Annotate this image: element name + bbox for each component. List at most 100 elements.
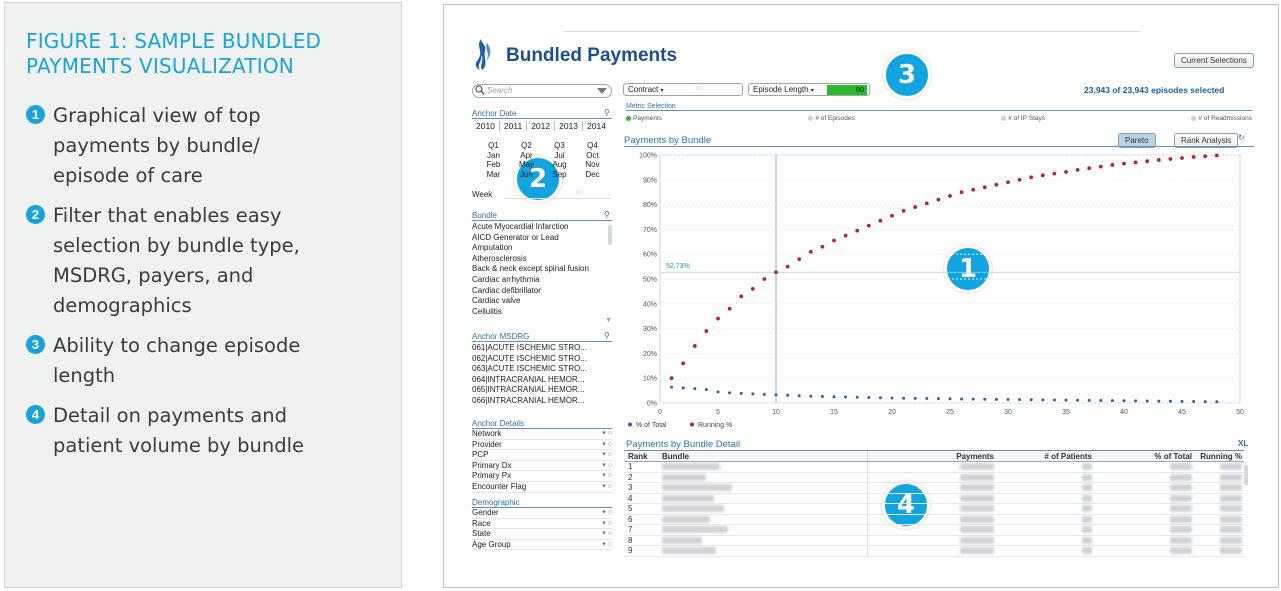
filter-dropdown-icon: ▾ (602, 430, 608, 437)
search-dropdown-icon[interactable] (597, 88, 607, 94)
metric-option[interactable]: # of IP Stays (1001, 115, 1045, 122)
msdrg-search-icon[interactable]: ⚲ (604, 331, 610, 340)
year-option[interactable]: 2012 (527, 121, 556, 131)
percent-total-point (994, 397, 998, 401)
episode-length-value[interactable]: 90 (827, 85, 867, 95)
month-option[interactable]: Jan (487, 150, 500, 160)
bundle-scroll-down-icon[interactable]: ▼ (605, 317, 612, 325)
year-option[interactable]: 2013 (555, 121, 584, 131)
filter-row[interactable]: Age Group ▾ ○ (472, 540, 612, 551)
bundle-list-item[interactable]: Amputation (472, 243, 513, 253)
table-header-cell[interactable]: Running % (1200, 452, 1242, 461)
table-row[interactable]: 2 (624, 472, 1244, 483)
msdrg-list-item[interactable]: 066|INTRACRANIAL HEMOR... (472, 395, 585, 405)
filter-row[interactable]: Race ▾ ○ (472, 519, 612, 530)
table-header: Rank Bundle Payments # of Patients % of Tota… (624, 451, 1244, 462)
filter-row-controls: ▾ ○ (602, 461, 612, 471)
month-option[interactable]: Dec (585, 169, 600, 179)
filter-row[interactable]: Network ▾ ○ (472, 429, 612, 440)
month-option[interactable]: Apr (520, 150, 533, 160)
percent-total-point (1087, 398, 1091, 402)
filter-row[interactable]: PCP ▾ ○ (472, 450, 612, 461)
quarter-option[interactable]: Q2 (521, 141, 532, 150)
table-row[interactable]: 7 (624, 525, 1244, 536)
msdrg-list-item[interactable]: 064|INTRACRANIAL HEMOR... (472, 374, 585, 384)
bundle-search-icon[interactable]: ⚲ (604, 210, 610, 219)
metric-option[interactable]: # of Episodes (808, 115, 855, 122)
filter-row[interactable]: Primary Dx ▾ ○ (472, 461, 612, 472)
bundle-list-item[interactable]: Back & neck except spinal fusion (472, 264, 589, 274)
filter-row[interactable]: Encounter Flag ▾ ○ (472, 482, 612, 493)
percent-total-point (1168, 399, 1172, 403)
table-header-cell[interactable]: # of Patients (1044, 452, 1092, 461)
table-row[interactable]: 9 (624, 546, 1244, 557)
table-row[interactable]: 6 (624, 514, 1244, 525)
table-header-cell[interactable]: % of Total (1154, 452, 1192, 461)
table-row[interactable]: 8 (624, 535, 1244, 546)
filter-row[interactable]: Provider ▾ ○ (472, 440, 612, 451)
contract-filter[interactable]: Contract ▾ ○ (623, 83, 743, 96)
table-row[interactable]: 3 (624, 483, 1244, 494)
current-selections-button[interactable]: Current Selections (1174, 53, 1254, 68)
msdrg-list-item[interactable]: 065|INTRACRANIAL HEMOR... (472, 385, 585, 395)
bundle-list-item[interactable]: Cellulitis (472, 306, 502, 316)
contract-dropdown-icon: ▾ (660, 88, 664, 94)
msdrg-list-item[interactable]: 062|ACUTE ISCHEMIC STRO... (472, 353, 587, 363)
rank-analysis-tab[interactable]: Rank Analysis (1174, 133, 1239, 148)
table-row[interactable]: 4 (624, 493, 1244, 504)
month-option[interactable]: May (518, 160, 535, 169)
month-option[interactable]: Sep (552, 169, 567, 179)
table-row[interactable]: 1 (624, 462, 1244, 473)
percent-total-point (774, 393, 778, 397)
bundle-scrollbar[interactable] (608, 225, 612, 245)
year-option[interactable]: 2010 (472, 121, 500, 131)
table-scrollbar[interactable] (1244, 465, 1248, 485)
table-header-cell[interactable]: Rank (628, 452, 648, 461)
month-option[interactable]: Mar (486, 169, 501, 179)
redacted-payments-cell (868, 462, 998, 472)
bundle-list-item[interactable]: Cardiac valve (472, 296, 521, 306)
feature-number-badge: 2 (26, 205, 45, 224)
year-selector: 2010 2011 2012 2013 2014 (472, 121, 610, 131)
metric-radio-icon (808, 115, 814, 121)
search-input[interactable]: Search (472, 84, 612, 98)
anchor-date-search-icon[interactable]: ⚲ (604, 108, 610, 117)
table-header-cell[interactable]: Payments (956, 452, 994, 461)
filter-row[interactable]: State ▾ ○ (472, 529, 612, 540)
year-option[interactable]: 2014 (587, 121, 606, 131)
bundle-cell-redacted (662, 483, 868, 493)
quarter-option[interactable]: Q1 (488, 141, 499, 150)
quarter-option[interactable]: Q4 (587, 141, 598, 150)
month-option[interactable]: Aug (552, 160, 567, 169)
month-option[interactable]: Oct (586, 150, 599, 160)
table-row[interactable]: 5 (624, 504, 1244, 515)
bundle-cell-redacted (662, 493, 868, 503)
filter-row-controls: ▾ ○ (602, 440, 612, 450)
month-option[interactable]: Jul (554, 150, 565, 160)
bundle-list-item[interactable]: Cardiac arrhythmia (472, 274, 540, 284)
metric-option[interactable]: Payments (626, 115, 662, 122)
msdrg-list-item[interactable]: 061|ACUTE ISCHEMIC STRO... (472, 343, 587, 352)
filter-row[interactable]: Gender ▾ ○ (472, 508, 612, 519)
chart-settings-icon[interactable]: ↻ (1238, 133, 1245, 142)
filter-row[interactable]: Primary Px ▾ ○ (472, 471, 612, 482)
month-option[interactable]: Feb (486, 160, 501, 169)
year-option[interactable]: 2011 (500, 121, 528, 131)
export-xl-button[interactable]: XL (1238, 439, 1249, 448)
bundle-list-item[interactable]: Atherosclerosis (472, 253, 527, 263)
filter-row-label: Race (472, 518, 491, 528)
month-option[interactable]: Nov (585, 160, 600, 169)
metric-option[interactable]: # of Readmissions (1191, 115, 1252, 122)
week-selector[interactable]: ○ (504, 189, 612, 199)
month-option[interactable]: Jun (520, 169, 533, 179)
bundle-list-item[interactable]: Acute Myocardial Infarction (472, 222, 569, 231)
msdrg-list-item[interactable]: 063|ACUTE ISCHEMIC STRO... (472, 364, 587, 374)
table-header-cell[interactable]: Bundle (662, 451, 868, 461)
redacted-running-cell (1196, 462, 1244, 472)
filter-row-controls: ▾ ○ (602, 508, 612, 518)
bundle-cell-redacted (662, 472, 868, 482)
bundle-list-item[interactable]: AICD Generator or Lead (472, 232, 559, 242)
quarter-option[interactable]: Q3 (554, 141, 565, 150)
bundle-list-item[interactable]: Cardiac defibrillator (472, 285, 541, 295)
pareto-tab[interactable]: Pareto (1118, 133, 1156, 148)
